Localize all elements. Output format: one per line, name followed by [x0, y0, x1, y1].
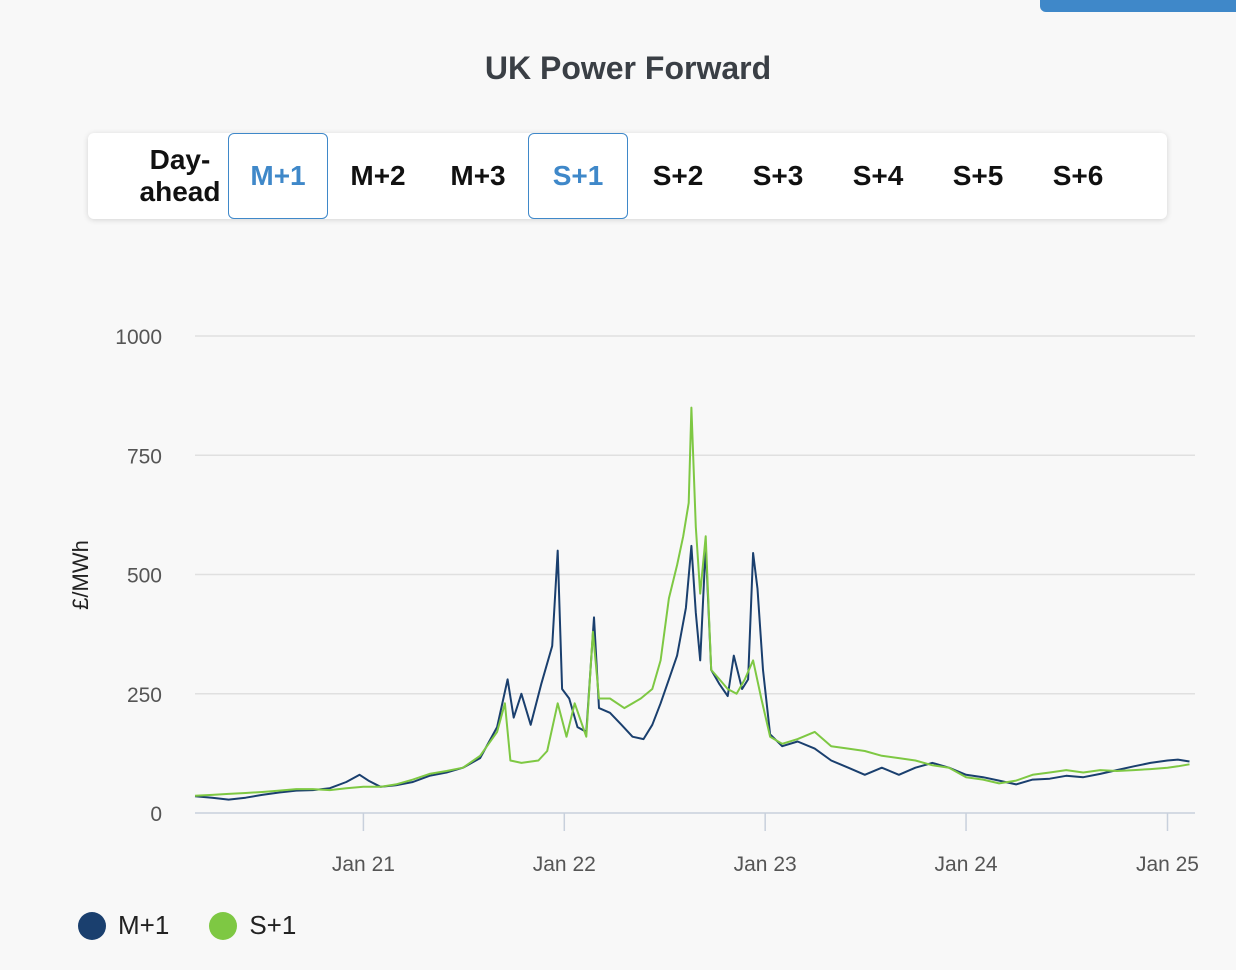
top-action-button[interactable]: [1040, 0, 1236, 12]
legend-dot-s1: [209, 911, 238, 940]
tab-s1[interactable]: S+1: [528, 133, 628, 219]
legend-item-s1[interactable]: S+1: [209, 910, 296, 941]
x-tick-label: Jan 21: [332, 853, 395, 876]
x-tick-label: Jan 22: [533, 853, 596, 876]
y-tick-label: 250: [127, 684, 162, 707]
tab-s4[interactable]: S+4: [852, 159, 904, 191]
tab-day-ahead[interactable]: Day-ahead: [88, 133, 228, 219]
tab-s3[interactable]: S+3: [752, 159, 804, 191]
legend-dot-m1: [78, 911, 106, 940]
tab-m2[interactable]: M+2: [350, 159, 406, 191]
tenor-tab-bar: Day-ahead M+1 M+2 M+3 S+1 S+2 S+3 S+4 S+…: [88, 133, 1167, 219]
y-axis: 0 250 500 750 1000: [115, 326, 162, 826]
x-tick-label: Jan 23: [734, 853, 797, 876]
page-title: UK Power Forward: [484, 50, 772, 86]
tab-m3[interactable]: M+3: [450, 159, 506, 191]
y-tick-label: 1000: [115, 326, 162, 349]
x-axis: Jan 21 Jan 22 Jan 23 Jan 24 Jan 25: [332, 813, 1199, 876]
tab-s5[interactable]: S+5: [952, 159, 1004, 191]
x-tick-label: Jan 24: [935, 853, 998, 876]
legend-item-m1[interactable]: M+1: [78, 910, 169, 941]
chart-grid: [195, 335, 1195, 814]
y-tick-label: 750: [127, 445, 162, 468]
chart-legend: M+1 S+1: [78, 910, 296, 941]
legend-label-s1: S+1: [249, 910, 297, 940]
tab-m1[interactable]: M+1: [228, 133, 328, 219]
series-lines: [194, 406, 1190, 801]
x-tick-label: Jan 25: [1136, 853, 1199, 876]
tab-s6[interactable]: S+6: [1052, 159, 1104, 191]
y-axis-label: £/MWh: [68, 540, 93, 610]
tab-day-ahead-label: Day-ahead: [139, 143, 221, 207]
legend-label-m1: M+1: [118, 910, 170, 940]
tab-s2[interactable]: S+2: [652, 159, 704, 191]
y-tick-label: 0: [150, 803, 162, 826]
series-line-m1: [194, 544, 1190, 801]
series-line-s1: [194, 406, 1190, 797]
y-tick-label: 500: [127, 565, 162, 588]
